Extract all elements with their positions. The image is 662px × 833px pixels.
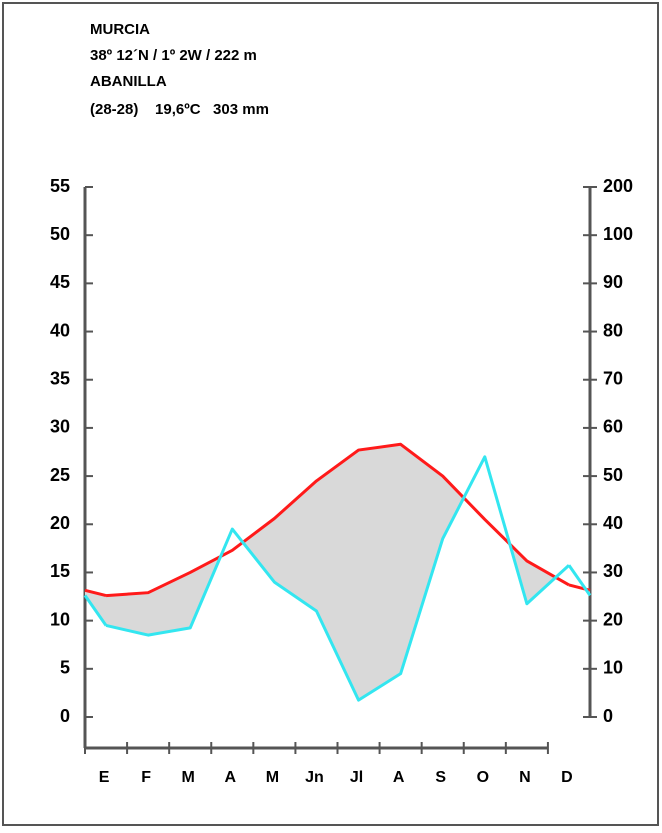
- x-tick-label: Jl: [350, 769, 363, 786]
- header-line: 38º 12´N / 1º 2W / 222 m: [90, 47, 257, 64]
- y-tick-label: 20: [50, 513, 70, 533]
- y2-tick-label: 0: [603, 706, 613, 726]
- x-tick-label: D: [561, 769, 573, 786]
- line-edge: [567, 564, 592, 597]
- x-tick-label: A: [225, 769, 237, 786]
- y2-tick-label: 70: [603, 368, 623, 388]
- y-tick-label: 40: [50, 320, 70, 340]
- x-tick-label: S: [435, 769, 446, 786]
- y2-tick-label: 200: [603, 176, 633, 196]
- y2-tick-label: 40: [603, 513, 623, 533]
- header-line: ABANILLA: [90, 73, 167, 90]
- header-line: (28-28) 19,6ºC 303 mm: [90, 101, 269, 118]
- x-tick-label: Jn: [305, 769, 324, 786]
- line-edge: [84, 588, 107, 598]
- y-tick-label: 30: [50, 417, 70, 437]
- x-tick-label: O: [477, 769, 489, 786]
- y2-tick-label: 50: [603, 465, 623, 485]
- dry-area: [85, 444, 590, 701]
- y-tick-label: 0: [60, 706, 70, 726]
- x-tick-label: F: [141, 769, 151, 786]
- y-tick-label: 5: [60, 658, 70, 678]
- line-edge: [83, 594, 108, 627]
- y-tick-label: 25: [50, 465, 70, 485]
- y-tick-label: 45: [50, 272, 70, 292]
- y2-tick-label: 90: [603, 272, 623, 292]
- y2-tick-label: 30: [603, 561, 623, 581]
- x-tick-label: M: [182, 769, 195, 786]
- x-tick-label: E: [99, 769, 110, 786]
- y2-tick-label: 60: [603, 417, 623, 437]
- y-tick-label: 55: [50, 176, 70, 196]
- y-tick-label: 10: [50, 609, 70, 629]
- series-line: [105, 455, 570, 702]
- y-tick-label: 50: [50, 224, 70, 244]
- x-tick-label: N: [519, 769, 531, 786]
- y2-tick-label: 20: [603, 609, 623, 629]
- y2-tick-label: 100: [603, 224, 633, 244]
- y-tick-label: 15: [50, 561, 70, 581]
- series-line: [105, 442, 570, 598]
- y-tick-label: 35: [50, 368, 70, 388]
- y2-tick-label: 80: [603, 320, 623, 340]
- x-tick-label: M: [266, 769, 279, 786]
- y2-tick-label: 10: [603, 658, 623, 678]
- header-line: MURCIA: [90, 21, 150, 38]
- x-tick-label: A: [393, 769, 405, 786]
